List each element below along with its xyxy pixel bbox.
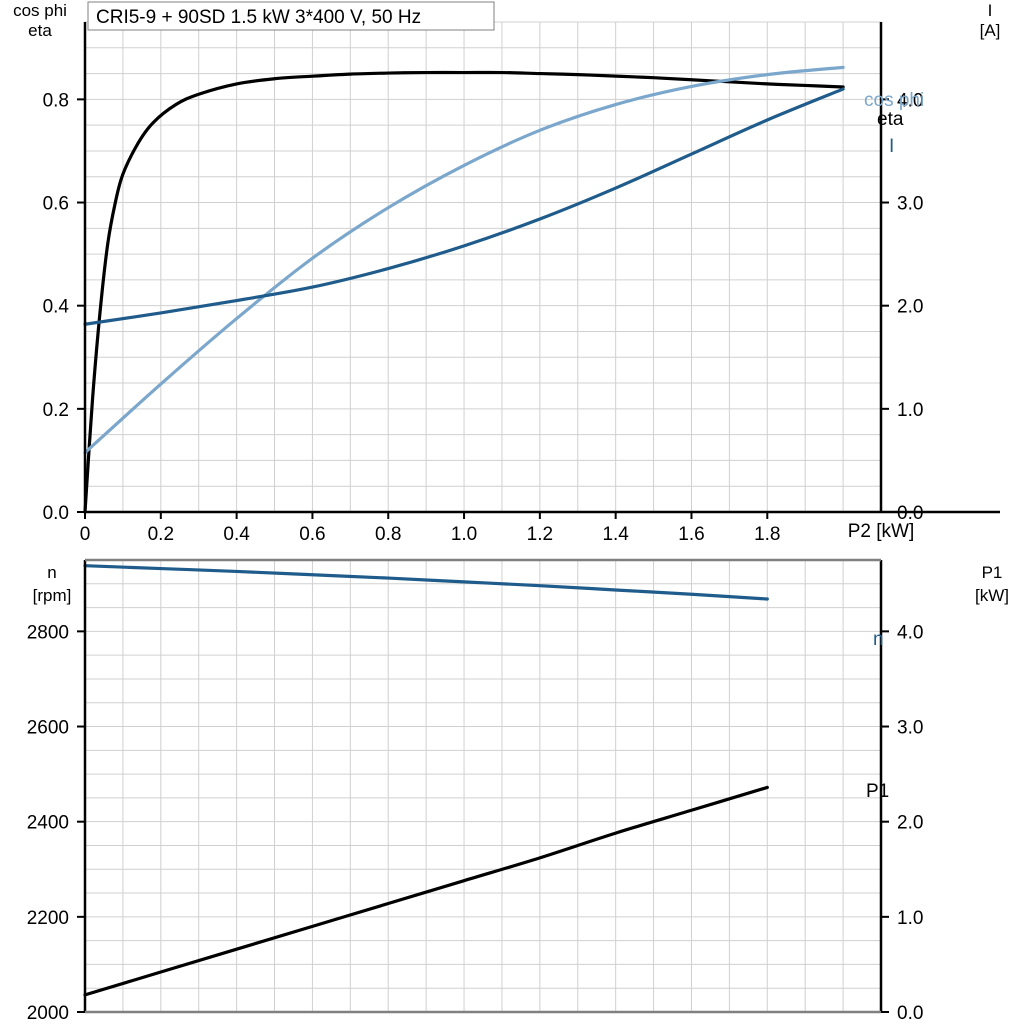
curve-label-cos-phi: cos phi — [864, 90, 924, 111]
x-tick-label: 1.8 — [754, 524, 780, 545]
curve-label-speed: n — [873, 629, 884, 650]
y-tick-label-right: 1.0 — [897, 908, 923, 929]
curve-label-p1: P1 — [866, 781, 889, 802]
y-tick-label-left: 2800 — [27, 622, 69, 643]
y-tick-label-left: 2400 — [27, 813, 69, 834]
lower-left-axis-label-line1: n — [47, 563, 56, 582]
upper-chart: 0 0.2 0.4 0.6 0.8 1.0 1.2 1.4 1.6 1.8 0.0 0.2 0.4 0.6… — [13, 1, 1000, 545]
lower-plot-area — [85, 560, 881, 1012]
upper-tick-labels: 0 0.2 0.4 0.6 0.8 1.0 1.2 1.4 1.6 1.8 0.0 0.2 0.4 0.6… — [43, 90, 924, 545]
upper-curves — [83, 65, 845, 514]
y-tick-label-right: 0.0 — [897, 1003, 923, 1024]
curve-label-current: I — [889, 136, 894, 157]
title-box — [87, 1, 495, 31]
x-tick-label: 1.4 — [602, 524, 629, 545]
y-tick-label-left: 0.4 — [43, 297, 70, 318]
y-tick-label-left: 0.0 — [43, 503, 69, 524]
upper-left-axis-label-line1: cos phi — [13, 1, 67, 20]
y-tick-label-left: 0.2 — [43, 400, 69, 421]
lower-chart: 2000 2200 2400 2600 2800 0.0 1.0 2.0 3.0 4.0 n [r… — [27, 558, 1009, 1024]
y-tick-label-right: 3.0 — [897, 194, 923, 215]
upper-right-axis-label-line1: I — [988, 1, 993, 20]
y-tick-label-right: 4.0 — [897, 90, 923, 111]
x-tick-label: 0.8 — [375, 524, 401, 545]
lower-left-axis-label-line2: [rpm] — [33, 586, 72, 605]
y-tick-label-left: 2000 — [27, 1003, 69, 1024]
y-tick-label-right: 4.0 — [897, 622, 923, 643]
y-tick-label-right: 1.0 — [897, 400, 923, 421]
lower-right-axis-label-line1: P1 — [982, 563, 1003, 582]
curve-eta — [83, 70, 845, 514]
y-tick-label-left: 0.8 — [43, 90, 69, 111]
lower-right-axis-label-line2: [kW] — [975, 586, 1009, 605]
lower-axes — [83, 558, 883, 1014]
curve-P1 — [83, 785, 769, 997]
upper-gridlines — [85, 21, 882, 512]
y-tick-label-left: 2600 — [27, 718, 69, 739]
x-tick-label: 0.2 — [148, 524, 174, 545]
x-tick-label: 1.0 — [451, 524, 477, 545]
curve-cos-phi — [83, 65, 845, 455]
y-tick-label-left: 2200 — [27, 908, 69, 929]
y-tick-label-right: 0.0 — [897, 503, 923, 524]
x-tick-label: 1.6 — [678, 524, 704, 545]
curve-I — [83, 87, 845, 326]
x-tick-label: 0.6 — [299, 524, 325, 545]
upper-right-axis-label-line2: [A] — [980, 21, 1001, 40]
title-box-text: CRI5-9 + 90SD 1.5 kW 3*400 V, 50 Hz — [96, 7, 421, 28]
y-tick-label-left: 0.6 — [43, 194, 69, 215]
upper-plot-area — [85, 22, 881, 512]
y-tick-label-right: 3.0 — [897, 718, 923, 739]
upper-x-axis-label: P2 [kW] — [848, 521, 915, 542]
upper-left-axis-label-line2: eta — [28, 21, 52, 40]
x-tick-label: 1.2 — [527, 524, 553, 545]
y-tick-label-right: 2.0 — [897, 297, 923, 318]
curve-n — [83, 564, 769, 601]
x-tick-label: 0 — [80, 524, 91, 545]
lower-curves — [83, 564, 769, 997]
curve-label-eta: eta — [877, 109, 904, 130]
lower-tick-labels: 2000 2200 2400 2600 2800 0.0 1.0 2.0 3.0 4.0 — [27, 622, 924, 1024]
x-tick-label: 0.4 — [223, 524, 250, 545]
y-tick-label-right: 2.0 — [897, 813, 923, 834]
